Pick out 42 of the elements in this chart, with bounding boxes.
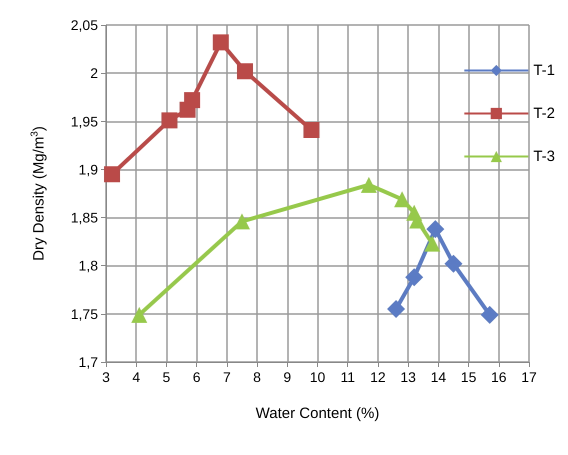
point xyxy=(131,306,148,323)
point xyxy=(405,268,424,286)
point xyxy=(236,63,253,80)
x-tick-label: 13 xyxy=(400,369,416,385)
point xyxy=(360,176,377,193)
legend-label: T-2 xyxy=(533,105,556,122)
x-tick-label: 8 xyxy=(253,369,262,385)
x-tick-label: 10 xyxy=(310,369,326,385)
y-tick-label: 1,7 xyxy=(78,354,98,370)
point xyxy=(184,92,200,108)
point xyxy=(303,122,320,138)
point xyxy=(480,306,499,324)
legend-label: T-1 xyxy=(533,62,556,79)
x-tick-label: 12 xyxy=(370,369,386,385)
x-tick-label: 16 xyxy=(490,369,507,385)
x-tick-label: 9 xyxy=(283,369,292,385)
y-tick-label: 1,8 xyxy=(78,258,98,274)
point xyxy=(161,112,178,128)
point xyxy=(424,236,440,252)
x-tick-label: 4 xyxy=(132,369,140,385)
legend-label: T-3 xyxy=(533,148,556,165)
y-tick-label: 2,05 xyxy=(70,17,98,33)
y-tick-label: 1,95 xyxy=(70,113,98,130)
x-tick-label: 5 xyxy=(162,369,171,385)
y-tick-label: 1,85 xyxy=(70,210,98,226)
point xyxy=(444,254,462,273)
point xyxy=(104,166,120,182)
x-axis-title: Water Content (%) xyxy=(256,405,380,422)
x-tick-label: 17 xyxy=(521,369,537,385)
x-tick-label: 3 xyxy=(102,369,110,385)
y-tick-label: 2 xyxy=(90,65,98,82)
x-tick-label: 11 xyxy=(340,369,356,385)
y-tick-label: 1,75 xyxy=(70,306,98,322)
x-tick-label: 14 xyxy=(430,369,446,385)
x-tick-label: 7 xyxy=(222,369,231,385)
point xyxy=(426,220,444,238)
point xyxy=(387,300,406,318)
x-tick-label: 15 xyxy=(460,369,477,385)
point xyxy=(212,34,229,50)
y-axis-title: Dry Density (Mg/m3) xyxy=(30,126,48,261)
y-tick-label: 1,9 xyxy=(78,161,98,178)
x-tick-label: 6 xyxy=(192,369,201,385)
